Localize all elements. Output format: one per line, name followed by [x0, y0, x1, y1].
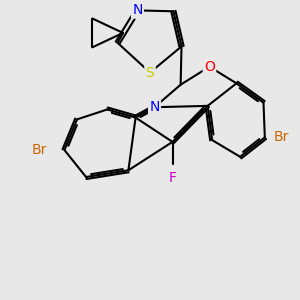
Text: O: O [204, 60, 215, 74]
Text: F: F [169, 171, 176, 185]
Text: S: S [146, 65, 154, 80]
Text: Br: Br [32, 143, 47, 157]
Text: N: N [149, 100, 160, 114]
Text: N: N [132, 3, 142, 17]
Text: Br: Br [274, 130, 289, 144]
